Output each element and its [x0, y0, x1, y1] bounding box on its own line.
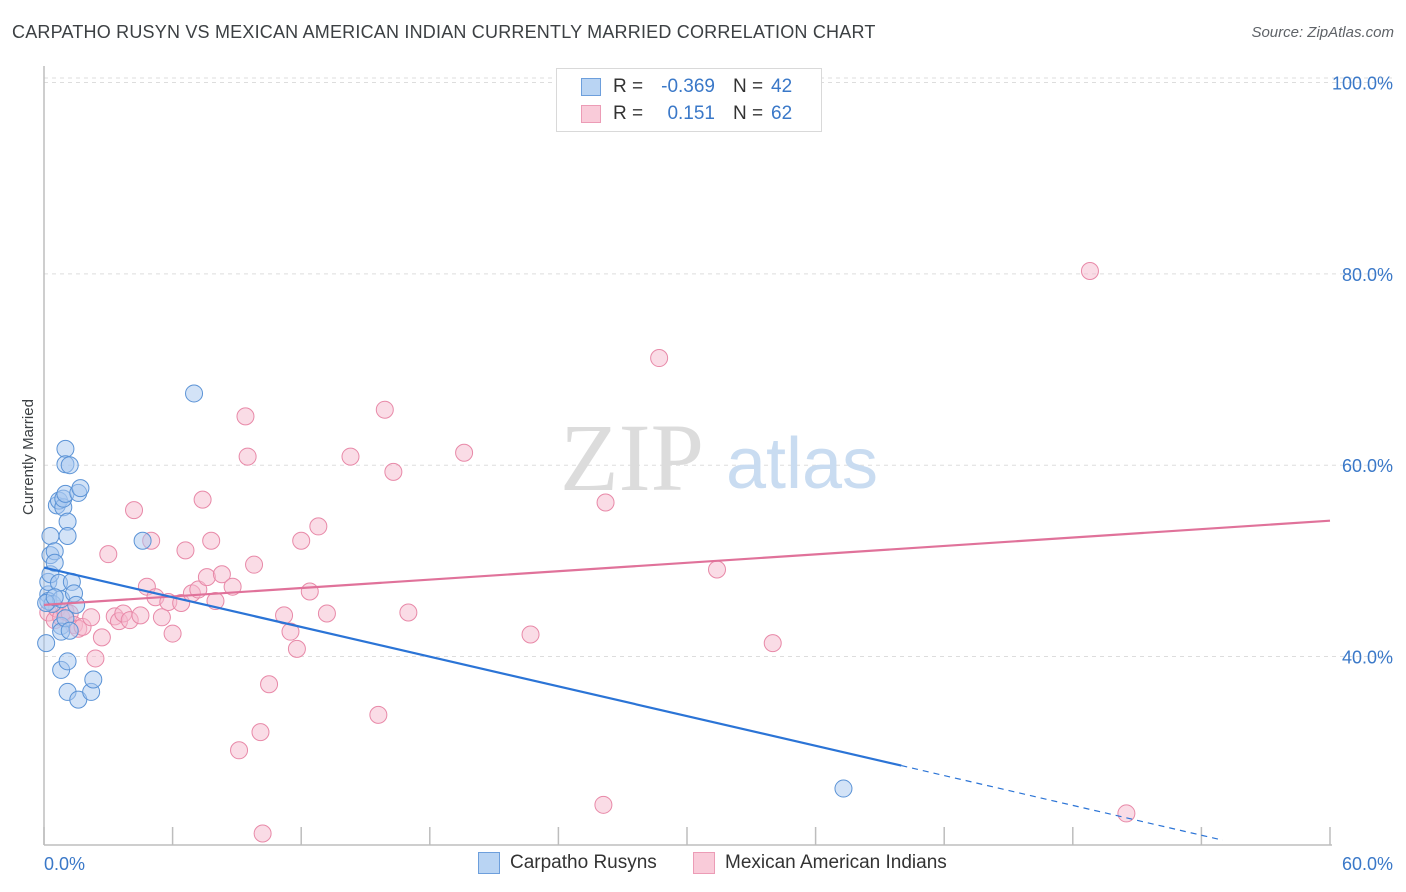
- data-point: [281, 622, 300, 641]
- data-point: [260, 675, 279, 694]
- data-point: [99, 545, 118, 564]
- data-point: [1080, 261, 1099, 280]
- data-point: [521, 625, 540, 644]
- data-point: [67, 595, 86, 614]
- data-point: [82, 608, 101, 627]
- data-point: [125, 501, 144, 520]
- data-point: [594, 795, 613, 814]
- trend-line-blue: [43, 566, 902, 767]
- data-point: [292, 531, 311, 550]
- data-point: [245, 555, 264, 574]
- bottom-legend-carpatho-rusyns: Carpatho Rusyns: [478, 852, 657, 874]
- legend-swatch-pink: [581, 105, 601, 123]
- data-point: [399, 603, 418, 622]
- data-point: [212, 565, 231, 584]
- y-tick-label: 100.0%: [1332, 74, 1393, 94]
- data-point: [202, 531, 221, 550]
- trend-lines: [43, 519, 1331, 841]
- data-point: [253, 824, 272, 843]
- x-tick-label-max: 60.0%: [1342, 854, 1393, 874]
- data-point: [58, 652, 77, 671]
- y-tick-label: 40.0%: [1342, 648, 1393, 668]
- legend-r-label: R =: [613, 103, 644, 124]
- data-point: [86, 649, 105, 668]
- data-point: [341, 447, 360, 466]
- data-point: [197, 568, 216, 587]
- data-point: [131, 606, 150, 625]
- data-point: [92, 628, 111, 647]
- x-tick-labels: 0.0% 60.0%: [44, 854, 1393, 874]
- data-point: [834, 779, 853, 798]
- data-point: [71, 479, 90, 498]
- data-point: [650, 349, 669, 368]
- data-point: [56, 439, 75, 458]
- legend-r-value: 0.151: [667, 103, 715, 124]
- legend-r-label: R =: [613, 76, 644, 97]
- series-mexican-american-indians: [39, 261, 1136, 843]
- data-point: [223, 577, 242, 596]
- data-point: [176, 541, 195, 560]
- legend-swatch-blue: [581, 78, 601, 96]
- watermark: ZIP atlas: [560, 404, 878, 511]
- legend-n-label: N =: [733, 76, 764, 97]
- data-point: [230, 741, 249, 760]
- trend-line-blue-extension: [901, 765, 1223, 841]
- correlation-legend: R = -0.369 N = 42 R = 0.151 N = 62: [556, 68, 822, 132]
- legend-row-mexican-american-indians: R = 0.151 N = 62: [581, 101, 792, 127]
- source-credit: Source: ZipAtlas.com: [1251, 24, 1394, 41]
- legend-n-label: N =: [733, 103, 764, 124]
- data-point: [60, 621, 79, 640]
- data-point: [596, 493, 615, 512]
- data-point: [41, 526, 60, 545]
- trend-line-pink: [43, 519, 1331, 606]
- axes: [43, 66, 1332, 846]
- data-point: [45, 588, 64, 607]
- x-tick-label-min: 0.0%: [44, 854, 85, 874]
- data-point: [455, 443, 474, 462]
- bottom-legend-swatch-pink: [693, 852, 715, 874]
- data-point: [309, 517, 328, 536]
- data-point: [384, 462, 403, 481]
- watermark-atlas: atlas: [726, 424, 878, 504]
- data-point: [708, 560, 727, 579]
- bottom-legend-swatch-blue: [478, 852, 500, 874]
- data-point: [236, 407, 255, 426]
- watermark-zip: ZIP: [560, 404, 704, 511]
- data-point: [300, 582, 319, 601]
- bottom-legend-mexican-american-indians: Mexican American Indians: [693, 852, 947, 874]
- chart-title: CARPATHO RUSYN VS MEXICAN AMERICAN INDIA…: [12, 22, 876, 42]
- series-carpatho-rusyns: [37, 384, 853, 798]
- data-point: [163, 624, 182, 643]
- data-point: [251, 723, 270, 742]
- legend-n-value: 42: [771, 76, 793, 97]
- data-point: [375, 400, 394, 419]
- data-point: [238, 447, 257, 466]
- data-point: [152, 608, 171, 627]
- data-point: [45, 553, 64, 572]
- data-point: [763, 634, 782, 653]
- legend-r-value: -0.369: [661, 76, 715, 97]
- data-point: [1117, 804, 1136, 823]
- data-point: [287, 639, 306, 658]
- y-tick-label: 60.0%: [1342, 456, 1393, 476]
- data-point: [133, 531, 152, 550]
- data-point: [193, 490, 212, 509]
- y-axis-label: Currently Married: [20, 399, 37, 515]
- legend-n-value: 62: [771, 103, 793, 124]
- data-point: [84, 670, 103, 689]
- legend-row-carpatho-rusyns: R = -0.369 N = 42: [581, 74, 792, 100]
- data-point: [185, 384, 204, 403]
- data-point: [60, 456, 79, 475]
- data-point: [369, 705, 388, 724]
- data-point: [317, 604, 336, 623]
- data-point: [37, 634, 56, 653]
- data-point: [58, 526, 77, 545]
- bottom-legend-label: Carpatho Rusyns: [510, 852, 657, 873]
- y-tick-label: 80.0%: [1342, 265, 1393, 285]
- bottom-legend-label: Mexican American Indians: [725, 852, 947, 873]
- y-tick-labels: 40.0% 60.0% 80.0% 100.0%: [1332, 74, 1393, 668]
